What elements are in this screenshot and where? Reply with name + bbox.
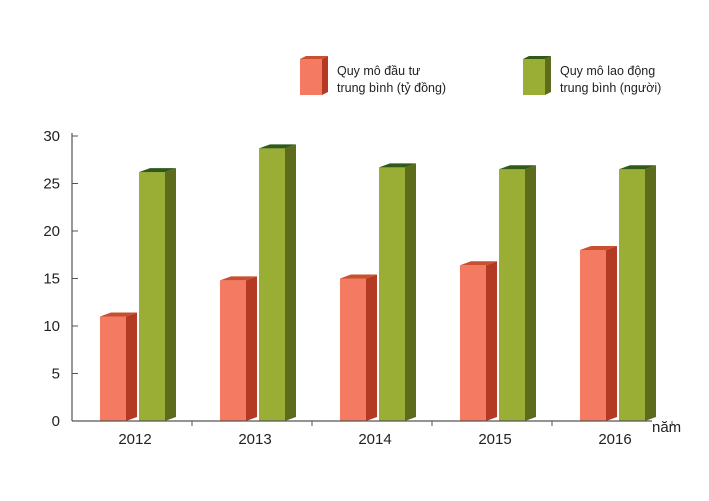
legend-swatch-side: [545, 56, 551, 95]
bar-2015-series-2: [499, 165, 536, 421]
bar-front: [580, 250, 606, 421]
bar-top: [379, 163, 416, 168]
bar-front: [499, 169, 525, 421]
y-tick-label: 25: [43, 176, 60, 193]
legend-swatch: [300, 59, 322, 95]
bar-front: [340, 278, 366, 421]
bar-side: [486, 261, 497, 421]
bar-top: [619, 165, 656, 170]
bar-2016-series-1: [580, 246, 617, 421]
bar-front: [139, 172, 165, 421]
bar-top: [100, 312, 137, 317]
bar-front: [259, 148, 285, 421]
bar-top: [220, 276, 257, 281]
x-tick-label: 2015: [478, 431, 511, 448]
bar-side: [525, 165, 536, 421]
bars: [100, 144, 656, 421]
bar-side: [645, 165, 656, 421]
legend-item-1: Quy mô đầu tư trung bình (tỷ đồng): [300, 56, 446, 95]
bar-2014-series-2: [379, 163, 416, 421]
bar-top: [259, 144, 296, 149]
y-tick-label: 5: [52, 366, 60, 383]
x-axis: 2012 2013 2014 2015 2016 năm: [72, 419, 681, 448]
bar-front: [460, 265, 486, 421]
bar-2012-series-2: [139, 168, 176, 421]
y-tick-label: 20: [43, 223, 60, 240]
legend-swatch: [523, 59, 545, 95]
bar-top: [460, 261, 497, 266]
legend-label: Quy mô lao động: [560, 64, 655, 78]
legend-swatch-top: [523, 56, 551, 59]
y-tick-label: 30: [43, 128, 60, 145]
bar-2013-series-1: [220, 276, 257, 421]
bar-side: [165, 168, 176, 421]
bar-front: [100, 316, 126, 421]
x-tick-label: 2012: [118, 431, 151, 448]
bar-side: [126, 312, 137, 421]
x-tick-label: 2016: [598, 431, 631, 448]
x-tick-label: 2013: [238, 431, 271, 448]
legend-label: Quy mô đầu tư: [337, 64, 420, 78]
legend-label: trung bình (người): [560, 81, 661, 95]
y-axis: 0 5 10 15 20 25 30: [43, 128, 78, 430]
bar-top: [139, 168, 176, 173]
y-tick-label: 15: [43, 271, 60, 288]
x-ticks: 2012 2013 2014 2015 2016: [118, 421, 673, 448]
legend-label: trung bình (tỷ đồng): [337, 81, 446, 95]
bar-top: [340, 274, 377, 279]
x-tick-label: 2014: [358, 431, 391, 448]
bar-front: [220, 280, 246, 421]
bar-2012-series-1: [100, 312, 137, 421]
x-axis-label: năm: [652, 419, 681, 436]
bar-side: [246, 276, 257, 421]
y-tick-label: 0: [52, 413, 60, 430]
bar-2015-series-1: [460, 261, 497, 421]
bar-front: [379, 167, 405, 421]
bar-2013-series-2: [259, 144, 296, 421]
bar-top: [580, 246, 617, 250]
bar-top: [499, 165, 536, 170]
bar-2014-series-1: [340, 274, 377, 421]
legend-item-2: Quy mô lao động trung bình (người): [523, 56, 661, 95]
legend-swatch-side: [322, 56, 328, 95]
bar-side: [606, 246, 617, 421]
y-tick-label: 10: [43, 318, 60, 335]
legend-swatch-top: [300, 56, 328, 59]
bar-side: [285, 144, 296, 421]
bar-2016-series-2: [619, 165, 656, 421]
y-ticks: 0 5 10 15 20 25 30: [43, 128, 78, 430]
bar-side: [405, 163, 416, 421]
bar-front: [619, 169, 645, 421]
bar-side: [366, 274, 377, 421]
